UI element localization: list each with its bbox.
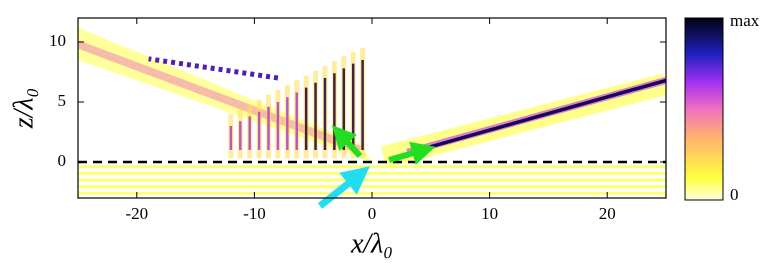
x-tick-label: -10 bbox=[243, 204, 266, 223]
x-tick-label: 20 bbox=[599, 204, 616, 223]
transmitted-arrow bbox=[388, 141, 436, 165]
field-beam bbox=[418, 78, 666, 152]
y-axis-label: z/λ₀ bbox=[8, 88, 39, 130]
colorbar bbox=[684, 17, 724, 201]
x-tick-label: 0 bbox=[368, 204, 377, 223]
x-tick-label: 10 bbox=[481, 204, 498, 223]
y-tick-label: 5 bbox=[58, 91, 67, 110]
field-beam bbox=[148, 56, 279, 81]
x-axis-label: x/λ₀ bbox=[350, 228, 393, 259]
field-map bbox=[78, 27, 666, 195]
colorbar-label: 0 bbox=[730, 185, 739, 204]
reflected-arrow bbox=[331, 125, 363, 159]
y-tick-label: 10 bbox=[49, 31, 66, 50]
incident-arrow bbox=[317, 166, 370, 209]
x-tick-label: -20 bbox=[125, 204, 148, 223]
y-tick-label: 0 bbox=[58, 151, 67, 170]
colorbar-label: max bbox=[730, 11, 760, 30]
